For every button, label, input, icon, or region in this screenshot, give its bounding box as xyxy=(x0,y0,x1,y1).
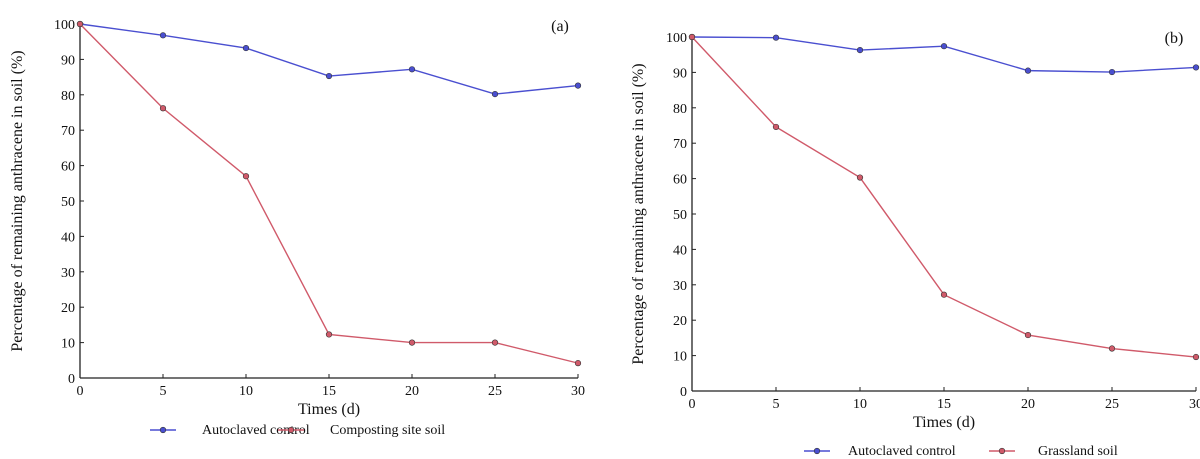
x-tick-label: 0 xyxy=(77,384,84,399)
data-point xyxy=(159,105,167,112)
y-tick-label: 60 xyxy=(673,173,687,188)
y-axis-label: Percentage of remaining anthracene in so… xyxy=(9,50,26,351)
panel-label: (a) xyxy=(551,18,569,35)
x-tick-label: 30 xyxy=(571,384,585,399)
data-point xyxy=(940,43,948,50)
data-point xyxy=(408,66,416,73)
data-point xyxy=(76,20,84,28)
legend-swatch-marker xyxy=(813,447,821,455)
series-autoclaved-control xyxy=(76,20,582,98)
y-tick-label: 90 xyxy=(673,66,687,81)
y-tick-label: 10 xyxy=(61,337,75,352)
x-tick-label: 20 xyxy=(1021,397,1035,412)
data-point xyxy=(491,90,499,98)
data-point xyxy=(940,291,948,298)
data-point xyxy=(1108,68,1116,76)
x-tick-label: 15 xyxy=(322,384,336,399)
legend-swatch-marker xyxy=(287,426,295,434)
data-point xyxy=(1024,67,1032,74)
data-point xyxy=(408,339,416,346)
x-tick-label: 20 xyxy=(405,384,419,399)
y-tick-label: 70 xyxy=(61,124,75,139)
x-tick-label: 10 xyxy=(853,397,867,412)
series-line xyxy=(691,36,1197,358)
x-tick-label: 0 xyxy=(689,397,696,412)
x-tick-label: 25 xyxy=(1105,397,1119,412)
x-tick-label: 15 xyxy=(937,397,951,412)
legend-label: Autoclaved control xyxy=(202,423,310,438)
y-tick-label: 20 xyxy=(61,301,75,316)
x-tick-label: 30 xyxy=(1189,397,1200,412)
data-point xyxy=(159,32,167,39)
x-tick-label: 5 xyxy=(160,384,167,399)
data-point xyxy=(856,174,864,181)
data-point xyxy=(1024,331,1032,339)
data-point xyxy=(688,33,696,41)
y-tick-label: 30 xyxy=(61,266,75,281)
legend-label: Autoclaved control xyxy=(848,444,956,459)
y-tick-label: 80 xyxy=(673,102,687,117)
data-point xyxy=(1192,353,1200,361)
data-point xyxy=(325,72,333,80)
data-point xyxy=(242,173,250,180)
y-tick-label: 100 xyxy=(666,31,687,46)
x-axis-label: Times (d) xyxy=(298,401,360,418)
series-autoclaved-control xyxy=(688,33,1200,76)
data-point xyxy=(772,123,780,131)
y-tick-label: 0 xyxy=(680,385,687,400)
y-tick-label: 80 xyxy=(61,89,75,104)
y-tick-label: 40 xyxy=(61,230,75,245)
x-tick-label: 25 xyxy=(488,384,502,399)
y-tick-label: 60 xyxy=(61,160,75,175)
data-point xyxy=(242,44,250,52)
data-point xyxy=(574,82,582,89)
series-soil xyxy=(688,33,1200,361)
y-tick-label: 40 xyxy=(673,243,687,258)
legend-label: Grassland soil xyxy=(1038,444,1118,459)
data-point xyxy=(325,331,333,338)
data-point xyxy=(1108,345,1116,352)
data-point xyxy=(574,360,582,367)
data-point xyxy=(491,339,499,346)
data-point xyxy=(1192,64,1200,71)
y-tick-label: 20 xyxy=(673,314,687,329)
y-axis-label: Percentage of remaining anthracene in so… xyxy=(630,63,647,364)
series-line xyxy=(79,23,579,95)
data-point xyxy=(856,46,864,54)
y-tick-label: 10 xyxy=(673,350,687,365)
series-soil xyxy=(76,20,582,367)
x-axis-label: Times (d) xyxy=(913,414,975,431)
series-line xyxy=(691,36,1197,73)
chart-panel-a: 0 10 20 30 40 50 60 70 80 90 100 0 5 10 15 20 25 30 Times … xyxy=(9,18,585,438)
y-tick-label: 90 xyxy=(61,53,75,68)
y-tick-label: 50 xyxy=(61,195,75,210)
legend-swatch-marker xyxy=(998,447,1006,455)
y-tick-label: 70 xyxy=(673,137,687,152)
panel-label: (b) xyxy=(1165,30,1184,47)
legend-swatch-marker xyxy=(159,426,167,434)
y-tick-label: 0 xyxy=(68,372,75,387)
y-tick-label: 30 xyxy=(673,279,687,294)
x-tick-label: 5 xyxy=(773,397,780,412)
data-point xyxy=(772,34,780,41)
y-tick-label: 50 xyxy=(673,208,687,223)
x-tick-label: 10 xyxy=(239,384,253,399)
chart-panel-b: 0 10 20 30 40 50 60 70 80 90 100 0 5 10 15 20 25 30 Times … xyxy=(630,30,1200,459)
y-tick-label: 100 xyxy=(54,18,75,33)
legend-label: Composting site soil xyxy=(330,423,445,438)
